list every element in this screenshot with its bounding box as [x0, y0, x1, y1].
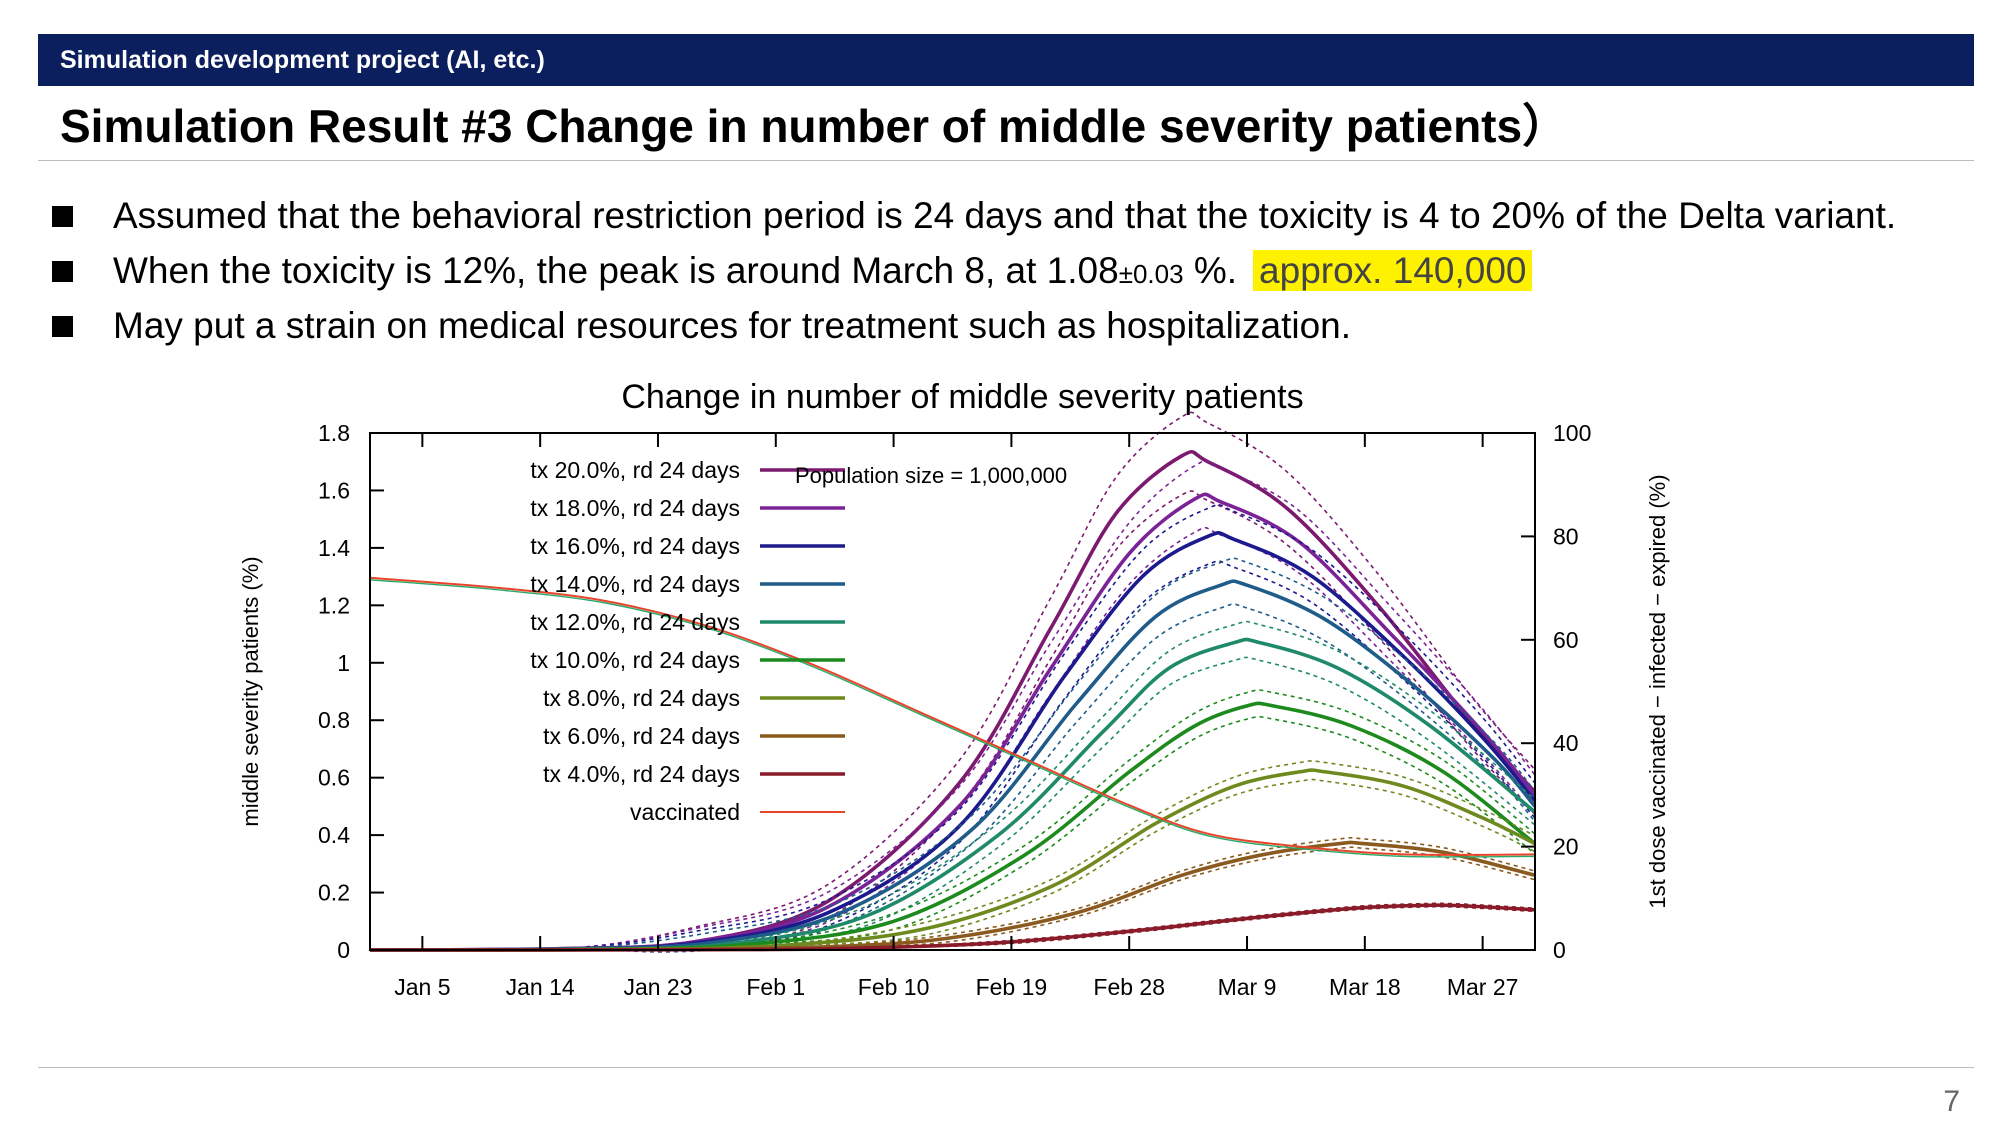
series-band-line: [369, 846, 1536, 951]
y-tick-label: 1: [337, 650, 350, 676]
highlighted-estimate: approx. 140,000: [1253, 250, 1533, 291]
x-tick-label: Mar 18: [1329, 974, 1401, 1000]
x-tick-label: Jan 14: [506, 974, 575, 1000]
legend-label: vaccinated: [630, 799, 740, 825]
series-band-line: [369, 902, 1536, 951]
population-annotation: Population size = 1,000,000: [795, 463, 1067, 488]
severity-chart: Change in number of middle severity pati…: [238, 378, 1670, 1000]
x-tick-label: Mar 9: [1218, 974, 1277, 1000]
y-tick-label: 0.4: [318, 822, 350, 848]
x-tick-label: Feb 1: [746, 974, 805, 1000]
bullet-item: Assumed that the behavioral restriction …: [52, 188, 1997, 243]
vaccinated-line: [369, 576, 1536, 856]
vaccinated-line-shadow: [369, 579, 1536, 858]
series-band-line: [369, 603, 1536, 953]
plot-frame: [369, 432, 1536, 951]
section-header: Simulation development project (AI, etc.…: [38, 34, 1974, 86]
bullet-text: May put a strain on medical resources fo…: [113, 305, 1352, 346]
y-tick-label: 0: [337, 937, 350, 963]
legend-label: tx 8.0%, rd 24 days: [543, 685, 740, 711]
x-tick-label: Feb 10: [858, 974, 930, 1000]
slide-title: Simulation Result #3 Change in number of…: [60, 100, 1569, 152]
legend-label: tx 16.0%, rd 24 days: [530, 533, 740, 559]
y-tick-label: 1.4: [318, 535, 350, 561]
y2-tick-label: 20: [1553, 834, 1579, 860]
series-line-8: [369, 903, 1536, 952]
y2-axis-label: 1st dose vaccinated − infected − expired…: [1645, 474, 1670, 908]
bullet-item: When the toxicity is 12%, the peak is ar…: [52, 243, 1997, 298]
y2-tick-label: 60: [1553, 627, 1579, 653]
section-header-text: Simulation development project (AI, etc.…: [60, 46, 545, 74]
legend-label: tx 10.0%, rd 24 days: [530, 647, 740, 673]
legend-label: tx 14.0%, rd 24 days: [530, 571, 740, 597]
square-bullet-icon: [52, 206, 73, 227]
legend-label: tx 12.0%, rd 24 days: [530, 609, 740, 635]
square-bullet-icon: [52, 261, 73, 282]
y2-tick-label: 40: [1553, 730, 1579, 756]
series-band-line: [369, 503, 1536, 952]
y-tick-label: 1.6: [318, 477, 350, 503]
y2-tick-label: 100: [1553, 420, 1591, 446]
chart-title: Change in number of middle severity pati…: [621, 378, 1303, 416]
bullet-item: May put a strain on medical resources fo…: [52, 298, 1997, 353]
series-band-line: [369, 689, 1536, 951]
y-axis-label: middle severity patients (%): [238, 556, 263, 826]
bullet-text: Assumed that the behavioral restriction …: [113, 195, 1897, 236]
series-band-line: [369, 778, 1536, 951]
legend-label: tx 4.0%, rd 24 days: [543, 761, 740, 787]
x-tick-label: Jan 23: [623, 974, 692, 1000]
series-band-line: [369, 460, 1536, 952]
y-tick-label: 0.8: [318, 707, 350, 733]
y-tick-label: 1.2: [318, 592, 350, 618]
legend-label: tx 18.0%, rd 24 days: [530, 495, 740, 521]
x-tick-label: Mar 27: [1447, 974, 1519, 1000]
y2-tick-label: 80: [1553, 523, 1579, 549]
legend-label: tx 6.0%, rd 24 days: [543, 723, 740, 749]
y-tick-label: 0.6: [318, 765, 350, 791]
page-number: 7: [1943, 1085, 1960, 1118]
square-bullet-icon: [52, 316, 73, 337]
y-tick-label: 1.8: [318, 420, 350, 446]
bullet-list: Assumed that the behavioral restriction …: [52, 188, 1997, 353]
x-tick-label: Feb 28: [1093, 974, 1165, 1000]
bullet-text-main: When the toxicity is 12%, the peak is ar…: [113, 250, 1119, 291]
series-band-line: [369, 557, 1536, 952]
x-tick-label: Feb 19: [976, 974, 1048, 1000]
series-band-line: [369, 490, 1536, 953]
legend-label: tx 20.0%, rd 24 days: [530, 457, 740, 483]
bullet-text-error: ±0.03: [1118, 259, 1184, 289]
x-tick-label: Jan 5: [394, 974, 450, 1000]
title-divider: [38, 160, 1974, 161]
bullet-text-unit: %.: [1183, 250, 1238, 291]
series-band-line: [369, 411, 1536, 952]
footer-divider: [38, 1067, 1974, 1068]
y-tick-label: 0.2: [318, 880, 350, 906]
bullet-text: When the toxicity is 12%, the peak is ar…: [113, 243, 1533, 302]
y2-tick-label: 0: [1553, 937, 1566, 963]
